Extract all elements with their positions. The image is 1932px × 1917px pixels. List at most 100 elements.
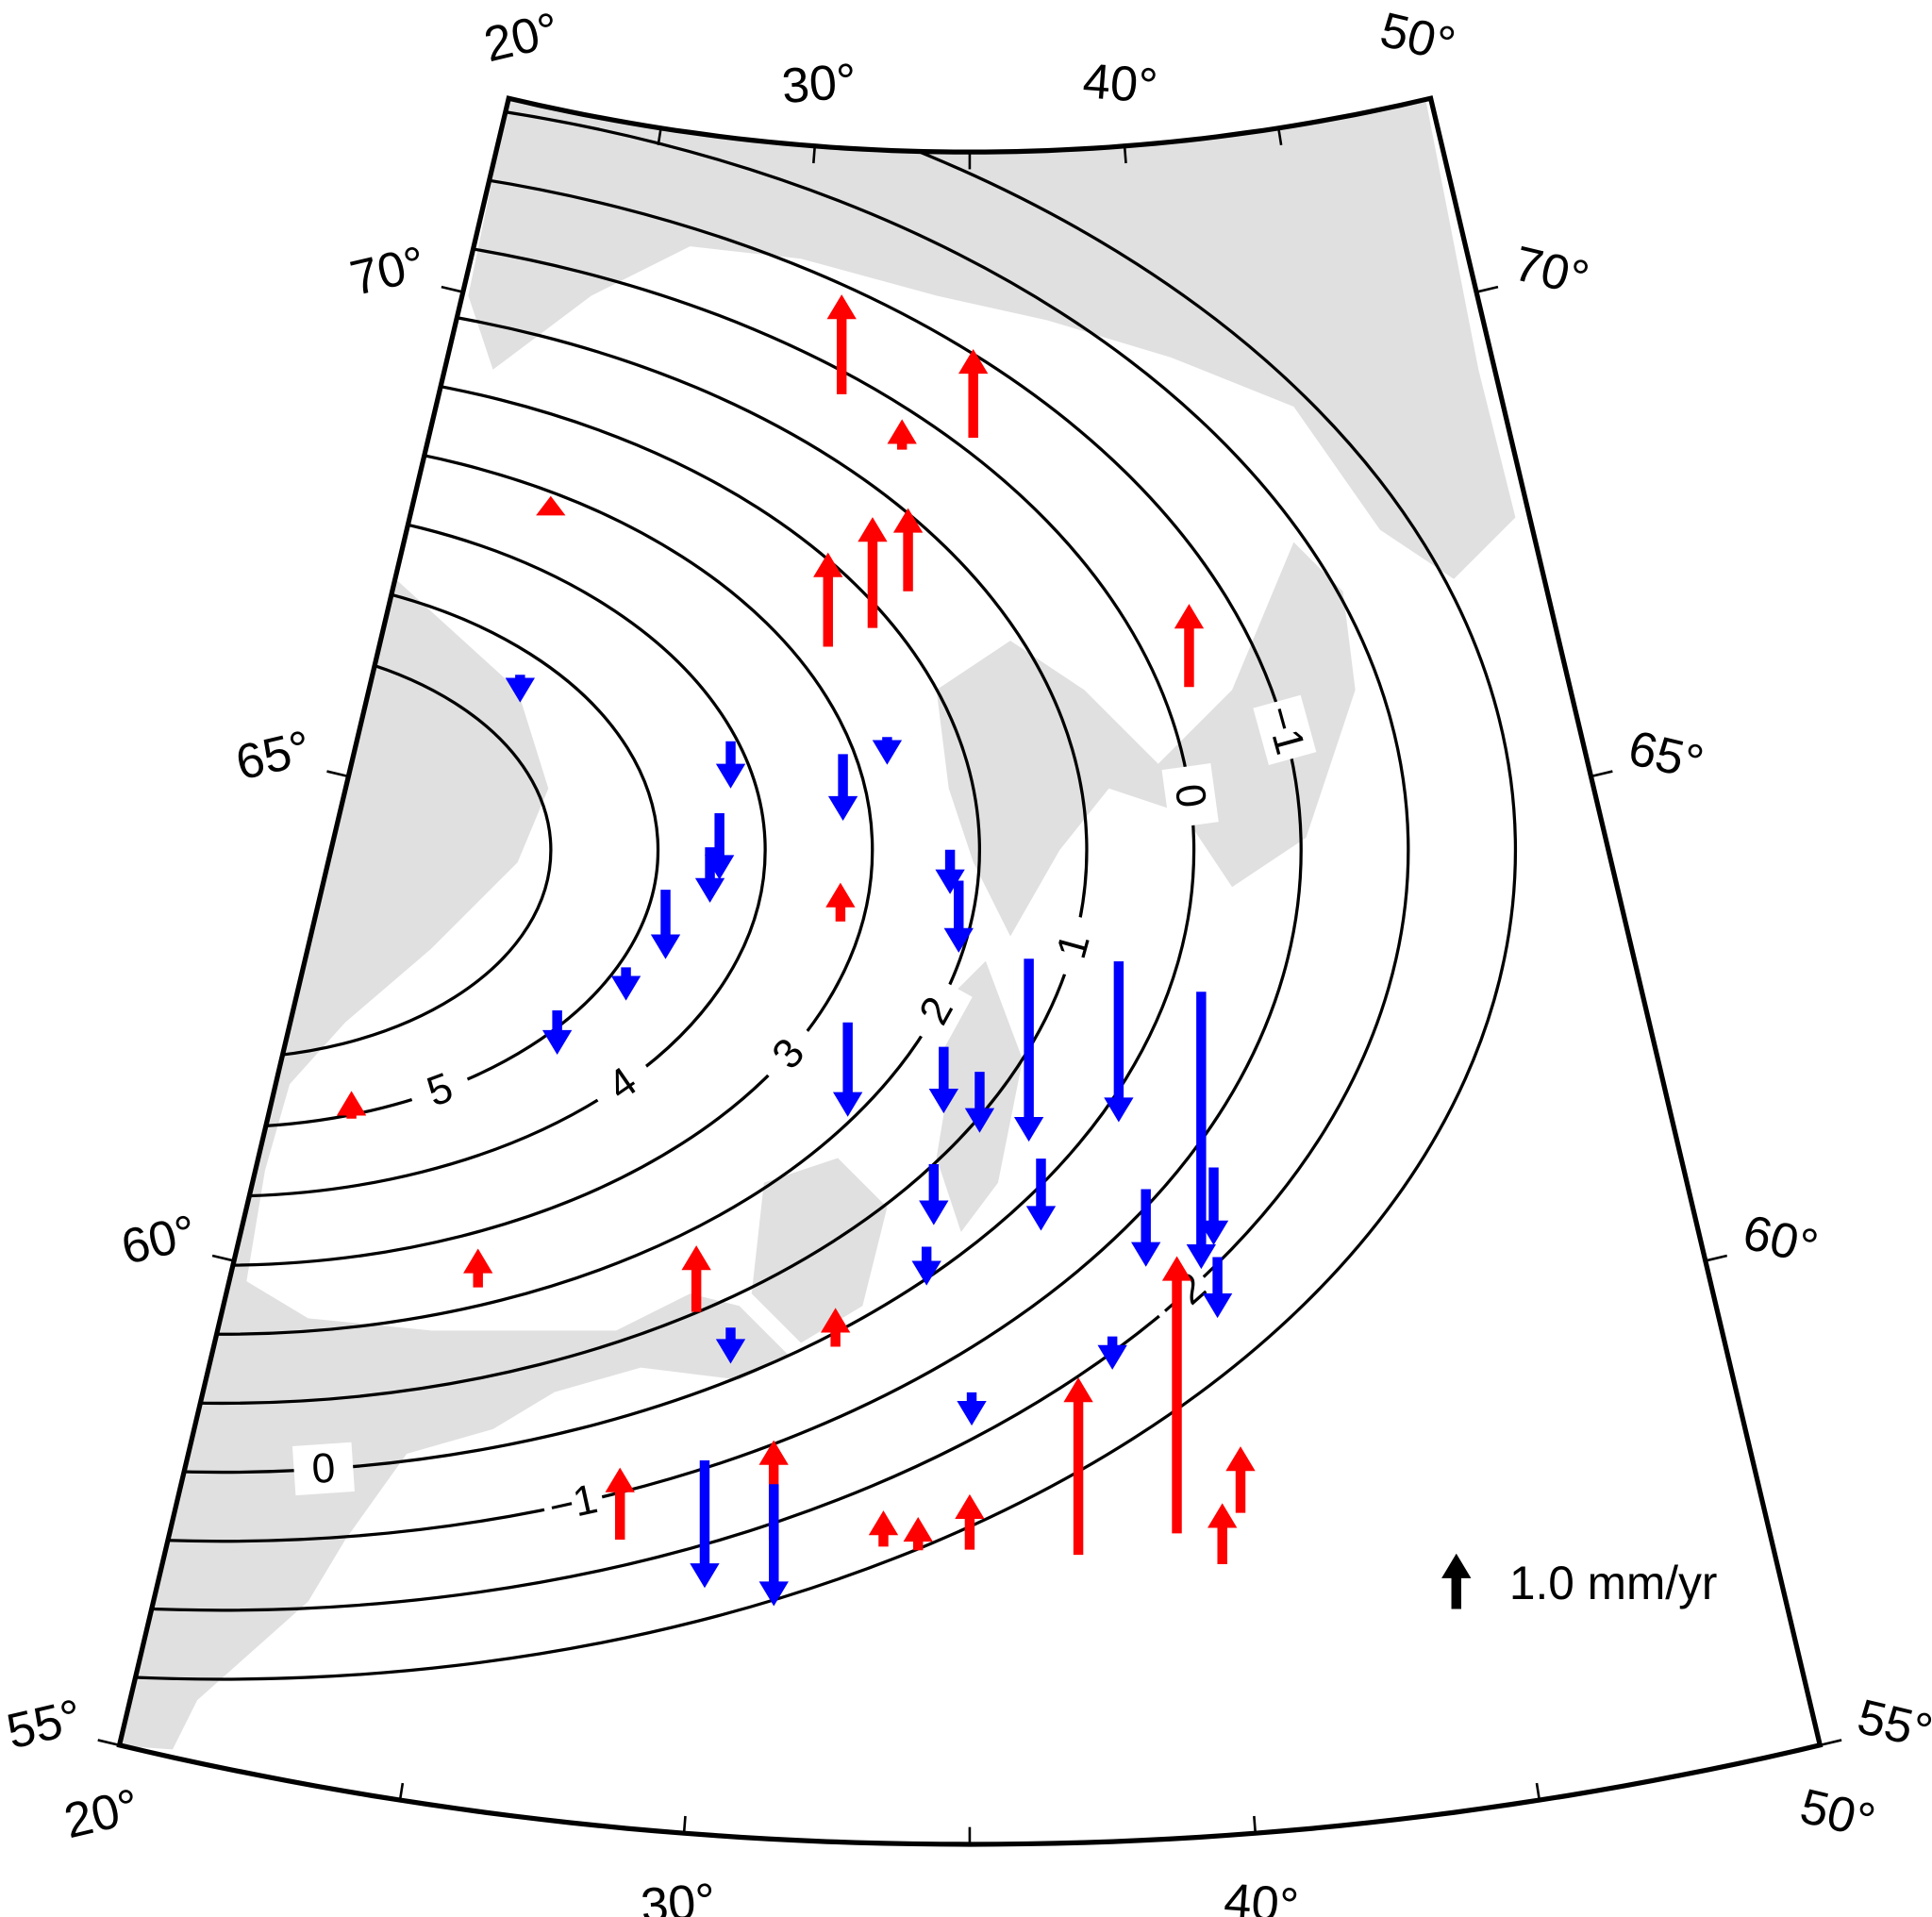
- subsidence-arrow: [911, 1246, 941, 1286]
- lon-label: 50°: [1375, 3, 1460, 74]
- lat-label: 70°: [1509, 237, 1594, 308]
- subsidence-arrow: [1013, 958, 1044, 1142]
- lon-tick: [118, 1727, 125, 1746]
- lat-label: 55°: [1853, 1690, 1932, 1760]
- lon-label: 20°: [59, 1779, 144, 1850]
- contour-label: −1: [545, 1475, 602, 1531]
- uplift-arrow: [1063, 1377, 1093, 1556]
- lon-tick: [1277, 127, 1283, 146]
- contour-label-bg: [539, 1473, 608, 1535]
- subsidence-arrow: [1097, 1336, 1127, 1370]
- map-overlay: 5432100−1−1−220°20°30°30°40°40°50°50°55°…: [2, 3, 1932, 1917]
- lon-tick: [682, 1815, 687, 1834]
- subsidence-arrow: [715, 1327, 746, 1364]
- subsidence-arrow: [690, 1460, 720, 1589]
- uplift-arrow: [536, 495, 566, 516]
- contour-label-bg: [1161, 763, 1219, 829]
- subsidence-arrow: [541, 1010, 573, 1056]
- lon-tick: [503, 97, 510, 116]
- uplift-arrow: [336, 1091, 367, 1119]
- lon-label: 40°: [1222, 1874, 1300, 1917]
- uplift-arrow: [1161, 1256, 1192, 1534]
- uplift-arrow: [903, 1516, 933, 1551]
- lon-tick: [1253, 1815, 1257, 1834]
- uplift-arrow: [887, 419, 917, 450]
- uplift-arrow: [825, 882, 856, 922]
- lat-label: 70°: [345, 237, 430, 308]
- subsidence-arrow: [505, 675, 536, 703]
- contour-label-bg: [584, 1046, 661, 1122]
- uplift-arrow: [605, 1467, 635, 1540]
- contour-label-bg: [750, 1015, 827, 1092]
- uplift-arrow: [463, 1248, 493, 1288]
- uplift-arrow: [813, 552, 843, 647]
- uplift-arrow: [955, 1493, 985, 1550]
- water: [936, 542, 1356, 937]
- subsidence-arrow: [872, 737, 903, 765]
- contour-label-group: 5: [403, 1057, 476, 1124]
- contour-label-group: −1: [1253, 694, 1317, 766]
- contour-label-bg: [900, 973, 973, 1049]
- subsidence-arrow: [715, 741, 746, 789]
- lon-tick: [812, 145, 817, 164]
- subsidence-arrow: [1131, 1189, 1161, 1267]
- uplift-arrow: [958, 348, 989, 438]
- subsidence-arrow: [919, 1164, 949, 1225]
- lat-label: 60°: [116, 1205, 201, 1275]
- uplift-arrow: [1208, 1503, 1238, 1565]
- subsidence-arrow: [943, 880, 974, 953]
- lat-tick: [211, 1254, 235, 1262]
- contour-label-group: 1: [1041, 910, 1106, 982]
- uplift-arrow: [1225, 1446, 1256, 1513]
- subsidence-arrow: [928, 1046, 959, 1114]
- uplift-arrow: [681, 1245, 711, 1312]
- legend-label: 1.0 mm/yr: [1509, 1557, 1718, 1609]
- lon-tick: [1429, 97, 1437, 116]
- subsidence-arrow: [827, 754, 858, 821]
- lat-tick: [326, 770, 349, 778]
- lon-label: 30°: [780, 54, 858, 114]
- subsidence-arrow: [694, 847, 725, 903]
- contour-label-group: 2: [900, 973, 973, 1049]
- subsidence-arrow: [610, 967, 641, 1001]
- lon-label: 20°: [479, 3, 564, 74]
- lon-tick: [657, 127, 662, 146]
- subsidence-arrow: [1025, 1159, 1057, 1231]
- contour-label-group: 3: [750, 1015, 827, 1092]
- lon-tick: [398, 1782, 405, 1801]
- subsidence-arrow: [758, 1484, 789, 1607]
- lat-tick: [1475, 285, 1499, 293]
- lat-tick: [1705, 1254, 1728, 1262]
- subsidence-arrow: [832, 1022, 863, 1117]
- contour-label-bg: [403, 1057, 476, 1124]
- lon-tick: [1535, 1782, 1541, 1801]
- subsidence-arrow: [650, 890, 681, 959]
- contour-label: 0: [310, 1445, 337, 1493]
- uplift-arrow: [826, 294, 857, 394]
- lat-label: 60°: [1738, 1205, 1823, 1275]
- subsidence-arrow: [1186, 992, 1217, 1270]
- lon-tick: [1814, 1727, 1822, 1746]
- lat-tick: [1819, 1739, 1842, 1747]
- lat-label: 65°: [1624, 721, 1708, 792]
- contour-label-group: 4: [584, 1046, 661, 1122]
- uplift-arrow: [868, 1510, 899, 1547]
- legend-arrow: [1441, 1553, 1472, 1609]
- water: [468, 98, 1516, 579]
- lat-tick: [97, 1739, 120, 1747]
- uplift-arrow: [1174, 604, 1205, 688]
- lat-tick: [1591, 770, 1613, 778]
- water: [119, 578, 789, 1750]
- lat-tick: [441, 285, 464, 293]
- uplift-arrow: [892, 508, 924, 592]
- subsidence-arrow: [1198, 1167, 1229, 1245]
- contour-label-bg: [1041, 910, 1106, 982]
- contour-label-group: 0: [291, 1442, 355, 1496]
- subsidence-arrow: [964, 1072, 995, 1133]
- subsidence-arrow: [1202, 1257, 1233, 1319]
- contour-line: [119, 98, 1410, 1612]
- contour-label-bg: [291, 1442, 355, 1496]
- lon-tick: [1123, 145, 1127, 164]
- lon-label: 50°: [1795, 1779, 1880, 1850]
